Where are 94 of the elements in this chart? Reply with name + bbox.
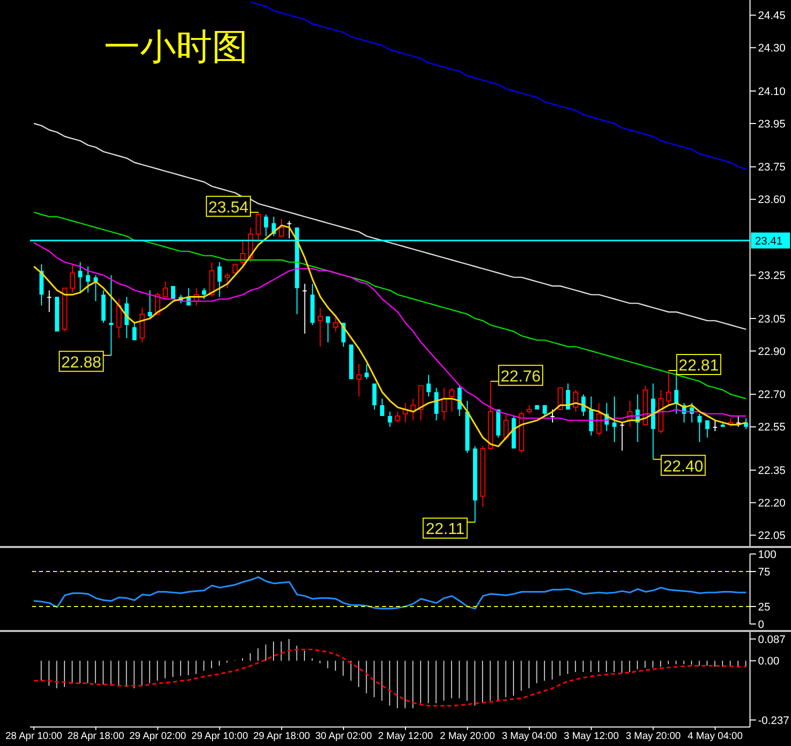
candlestick xyxy=(124,296,129,338)
line-series xyxy=(33,224,747,448)
candlestick xyxy=(278,218,284,237)
candlestick xyxy=(573,390,578,412)
candlestick xyxy=(596,402,602,436)
candlestick xyxy=(109,274,114,356)
candlestick xyxy=(217,262,222,298)
annotation: 22.76 xyxy=(500,368,541,386)
annotation: 22.11 xyxy=(426,521,465,538)
x-tick-label: 2 May 20:00 xyxy=(440,731,496,742)
candlestick xyxy=(209,262,214,298)
candlestick xyxy=(86,266,90,293)
candlestick xyxy=(94,274,98,302)
candlestick xyxy=(542,404,547,416)
annotation: 22.81 xyxy=(678,358,719,374)
candlestick xyxy=(326,316,330,343)
line-series xyxy=(33,122,747,330)
candlestick xyxy=(380,398,384,416)
candlestick xyxy=(256,212,261,241)
y-tick-label: 0.00 xyxy=(758,656,780,668)
x-tick-label: 30 Apr 02:00 xyxy=(315,731,372,742)
candlestick xyxy=(302,283,307,334)
candlestick xyxy=(47,290,52,312)
candlestick xyxy=(140,307,145,343)
candlestick xyxy=(612,396,617,442)
candlestick xyxy=(712,420,718,432)
y-tick-label: 23.05 xyxy=(758,313,786,326)
x-tick-label: 29 Apr 18:00 xyxy=(253,731,310,742)
y-tick-label: 23.60 xyxy=(758,194,786,206)
y-tick-label: 24.10 xyxy=(758,86,786,98)
x-tick-label: 28 Apr 10:00 xyxy=(6,731,63,742)
y-tick-label: 22.05 xyxy=(758,530,786,542)
candlestick xyxy=(589,396,594,436)
y-tick-label: 24.45 xyxy=(758,10,786,22)
annotation: 22.88 xyxy=(61,354,102,372)
candlestick xyxy=(666,370,672,406)
y-tick-label: 23.95 xyxy=(758,118,786,130)
y-tick-label: 23.75 xyxy=(758,162,786,174)
candlestick xyxy=(356,364,362,397)
line-series xyxy=(33,576,747,610)
candlestick xyxy=(364,364,369,380)
candlestick xyxy=(240,240,246,267)
y-tick-label: 22.35 xyxy=(758,465,786,478)
candlestick xyxy=(224,272,230,289)
y-tick-label: 24.30 xyxy=(758,42,786,55)
x-tick-label: 2 May 12:00 xyxy=(378,731,434,742)
y-tick-label: 0.087 xyxy=(758,634,786,646)
x-tick-label: 3 May 04:00 xyxy=(502,731,558,742)
candlestick xyxy=(148,290,152,319)
y-tick-label: 0 xyxy=(758,618,764,631)
y-tick-label: 22.20 xyxy=(758,498,786,510)
candlestick xyxy=(78,262,82,293)
y-tick-label: 22.55 xyxy=(758,422,786,434)
line-series xyxy=(33,212,747,400)
y-tick-label: 22.90 xyxy=(758,346,786,358)
y-tick-label: 22.70 xyxy=(758,389,786,402)
candlestick xyxy=(388,411,392,428)
annotation: 23.54 xyxy=(208,199,249,216)
candlestick xyxy=(395,411,400,423)
candlestick xyxy=(697,413,702,442)
candlestick xyxy=(434,387,438,421)
candlestick xyxy=(162,281,168,298)
x-tick-label: 29 Apr 02:00 xyxy=(129,731,187,742)
candlestick xyxy=(264,214,268,237)
y-tick-label: 75 xyxy=(758,566,770,578)
candlestick xyxy=(171,286,176,299)
y-tick-label: 23.25 xyxy=(758,270,786,282)
candlestick xyxy=(558,387,563,410)
x-tick-label: 28 Apr 18:00 xyxy=(67,731,125,742)
y-tick-label: -0.237 xyxy=(758,714,790,727)
ref-line-label: 23.41 xyxy=(755,236,783,248)
candlestick xyxy=(418,385,424,421)
line-series xyxy=(33,648,747,707)
candlestick xyxy=(705,420,710,438)
candlestick xyxy=(449,387,454,412)
x-tick-label: 3 May 12:00 xyxy=(564,731,620,742)
y-tick-label: 100 xyxy=(758,548,776,561)
candlestick xyxy=(318,307,323,348)
candlestick xyxy=(426,374,431,397)
x-tick-label: 4 May 04:00 xyxy=(688,731,744,742)
candlestick xyxy=(70,264,76,293)
candlestick xyxy=(736,416,740,428)
y-tick-label: 25 xyxy=(758,601,770,614)
candlestick xyxy=(333,316,338,332)
annotation: 22.40 xyxy=(663,458,704,476)
candlestick xyxy=(372,383,377,410)
candlestick xyxy=(132,322,137,341)
x-tick-label: 3 May 20:00 xyxy=(626,731,682,742)
candlestick xyxy=(287,220,292,239)
candlestick xyxy=(620,422,624,452)
text: 一小时图 xyxy=(104,27,248,68)
line-series xyxy=(250,2,747,170)
x-tick-label: 29 Apr 10:00 xyxy=(191,731,248,742)
candlestick xyxy=(550,409,555,423)
